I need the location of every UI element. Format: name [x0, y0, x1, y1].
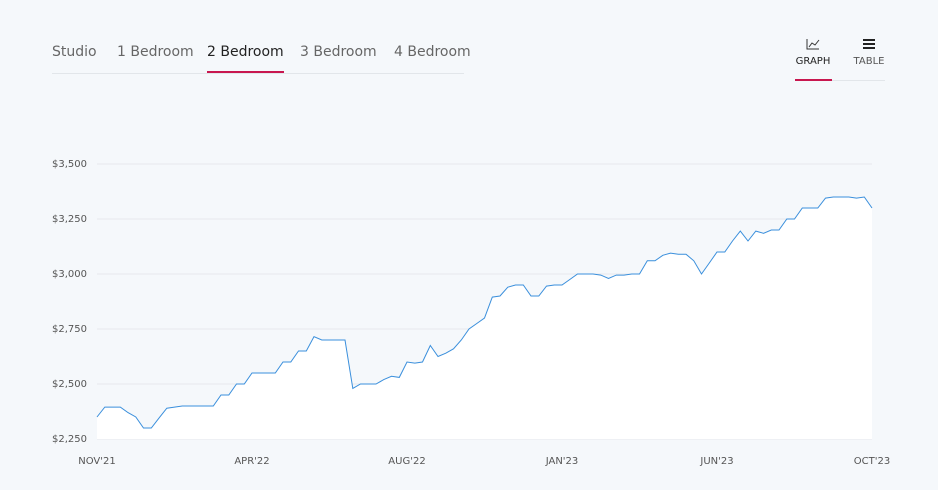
active-view-underline: [795, 79, 832, 81]
x-tick-label: JUN'23: [699, 456, 733, 467]
graph-icon[interactable]: [806, 38, 820, 50]
tab[interactable]: 4 Bedroom: [394, 44, 471, 60]
x-tick-label: AUG'22: [388, 456, 425, 467]
x-tick-label: JAN'23: [545, 456, 579, 467]
table-icon[interactable]: [862, 38, 876, 50]
x-tick-label: OCT'23: [854, 456, 890, 467]
tab[interactable]: 1 Bedroom: [117, 44, 194, 60]
y-tick-label: $3,250: [52, 214, 87, 225]
line: [96, 196, 873, 429]
tab[interactable]: 2 Bedroom: [207, 44, 284, 60]
tabs-rule: [52, 73, 464, 74]
views-rule: [795, 80, 885, 81]
y-tick-label: $2,750: [52, 324, 87, 335]
active-tab-underline: [207, 71, 284, 73]
x-tick-label: APR'22: [234, 456, 269, 467]
y-tick-label: $3,000: [52, 269, 87, 280]
y-tick-label: $2,500: [52, 379, 87, 390]
tab[interactable]: 3 Bedroom: [300, 44, 377, 60]
x-tick-label: NOV'21: [78, 456, 116, 467]
tab[interactable]: Studio: [52, 44, 97, 60]
y-tick-label: $2,250: [52, 434, 87, 445]
view-toggle[interactable]: GRAPH: [795, 56, 831, 67]
y-tick-label: $3,500: [52, 159, 87, 170]
view-toggle[interactable]: TABLE: [853, 56, 885, 67]
